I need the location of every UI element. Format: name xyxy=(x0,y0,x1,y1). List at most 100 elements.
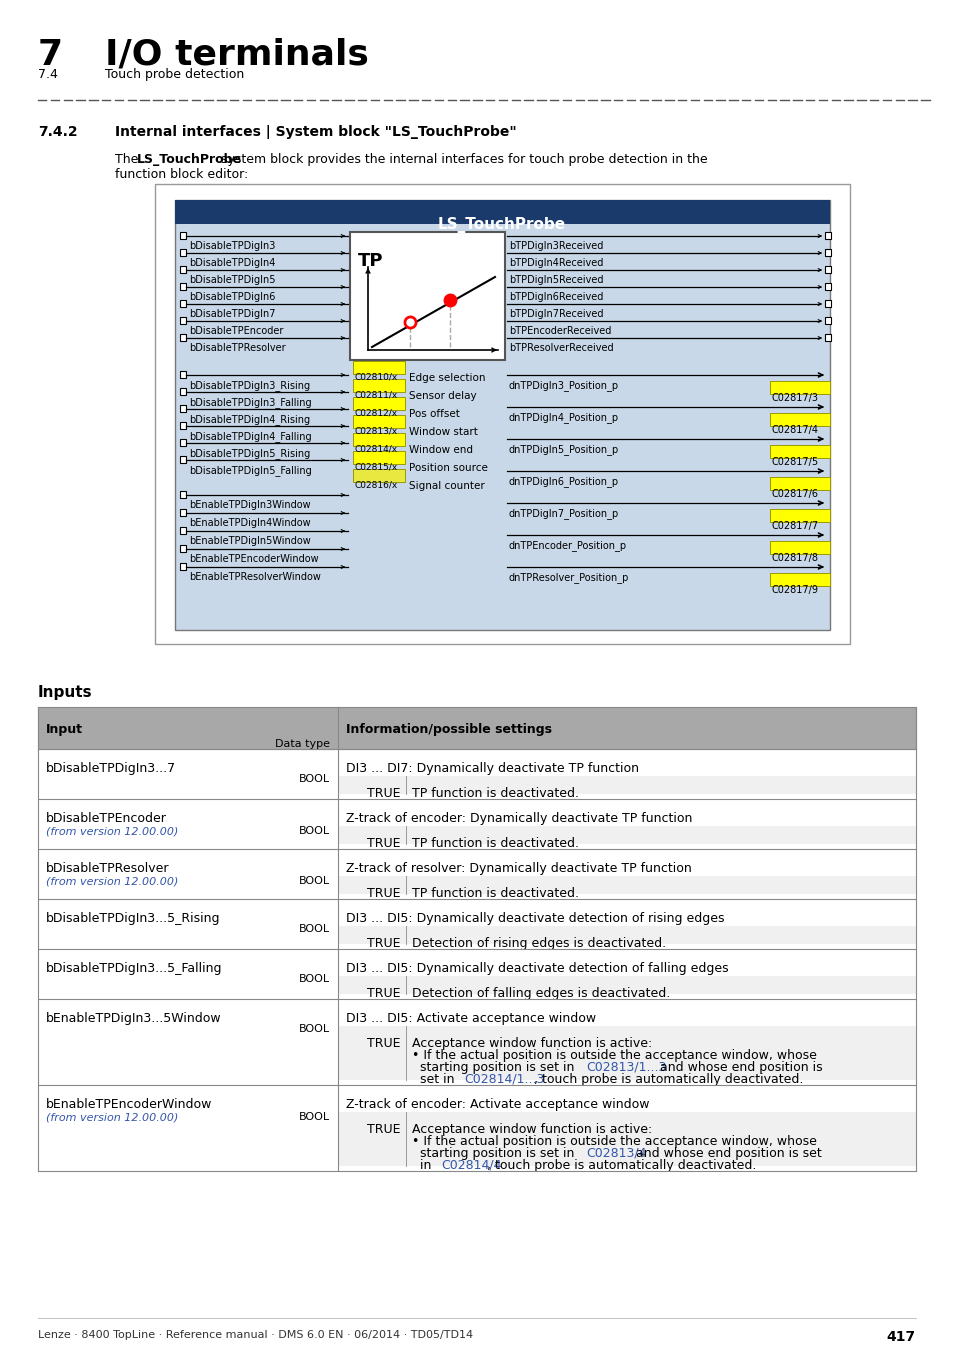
Text: bDisableTPDigIn5: bDisableTPDigIn5 xyxy=(189,275,275,285)
Text: , touch probe is automatically deactivated.: , touch probe is automatically deactivat… xyxy=(534,1073,802,1085)
Bar xyxy=(353,451,405,464)
Text: 417: 417 xyxy=(886,1330,915,1345)
Text: BOOL: BOOL xyxy=(298,876,330,886)
Bar xyxy=(824,284,830,290)
Text: bDisableTPDigIn4_Falling: bDisableTPDigIn4_Falling xyxy=(189,431,312,441)
Text: C02814/x: C02814/x xyxy=(355,446,397,454)
Bar xyxy=(180,333,186,342)
Bar xyxy=(180,423,186,429)
Text: C02816/x: C02816/x xyxy=(355,481,397,490)
Bar xyxy=(353,397,405,410)
Bar xyxy=(180,491,186,498)
Bar xyxy=(180,300,186,306)
Text: dnTPDigIn7_Position_p: dnTPDigIn7_Position_p xyxy=(509,508,618,518)
Text: dnTPDigIn5_Position_p: dnTPDigIn5_Position_p xyxy=(509,444,618,455)
Text: bEnableTPEncoderWindow: bEnableTPEncoderWindow xyxy=(189,554,318,564)
Text: Z-track of encoder: Dynamically deactivate TP function: Z-track of encoder: Dynamically deactiva… xyxy=(346,811,692,825)
Text: DI3 ... DI5: Dynamically deactivate detection of rising edges: DI3 ... DI5: Dynamically deactivate dete… xyxy=(346,913,723,925)
Bar xyxy=(824,300,830,306)
Text: C02817/9: C02817/9 xyxy=(771,585,818,595)
Bar xyxy=(353,468,405,482)
Text: bEnableTPDigIn5Window: bEnableTPDigIn5Window xyxy=(189,536,311,545)
Bar xyxy=(180,405,186,412)
Text: bDisableTPDigIn6: bDisableTPDigIn6 xyxy=(189,292,275,302)
Bar xyxy=(180,317,186,324)
Text: LS_TouchProbe: LS_TouchProbe xyxy=(437,217,565,234)
Text: • If the actual position is outside the acceptance window, whose: • If the actual position is outside the … xyxy=(412,1049,816,1062)
Text: Window start: Window start xyxy=(409,427,477,437)
Text: TRUE: TRUE xyxy=(367,1037,400,1050)
Text: Inputs: Inputs xyxy=(38,684,92,701)
Text: I/O terminals: I/O terminals xyxy=(105,38,369,72)
Text: C02813/4: C02813/4 xyxy=(585,1148,646,1160)
Bar xyxy=(174,200,829,630)
Text: function block editor:: function block editor: xyxy=(115,167,248,181)
Text: BOOL: BOOL xyxy=(298,923,330,934)
Text: TP function is deactivated.: TP function is deactivated. xyxy=(412,837,578,850)
Text: bDisableTPEncoder: bDisableTPEncoder xyxy=(46,811,167,825)
Text: bTPEncoderReceived: bTPEncoderReceived xyxy=(509,325,611,336)
Text: C02812/x: C02812/x xyxy=(355,409,397,418)
Text: TRUE: TRUE xyxy=(367,987,400,1000)
Text: Edge selection: Edge selection xyxy=(409,373,485,383)
Text: 7.4.2: 7.4.2 xyxy=(38,126,77,139)
Text: and whose end position is set: and whose end position is set xyxy=(632,1148,821,1160)
Bar xyxy=(337,976,915,994)
Bar xyxy=(180,284,186,290)
Bar xyxy=(180,232,186,239)
Text: bDisableTPDigIn4_Rising: bDisableTPDigIn4_Rising xyxy=(189,414,310,425)
Text: bTPDigIn3Received: bTPDigIn3Received xyxy=(509,242,602,251)
Bar xyxy=(769,413,829,427)
Bar xyxy=(769,541,829,554)
Text: (from version 12.00.00): (from version 12.00.00) xyxy=(46,826,178,836)
Text: dnTPEncoder_Position_p: dnTPEncoder_Position_p xyxy=(509,540,626,551)
Text: Sensor delay: Sensor delay xyxy=(409,392,476,401)
Text: (from version 12.00.00): (from version 12.00.00) xyxy=(46,1112,178,1122)
Text: C02814/4: C02814/4 xyxy=(440,1160,501,1172)
Text: dnTPResolver_Position_p: dnTPResolver_Position_p xyxy=(509,572,629,583)
Bar xyxy=(38,707,915,749)
Bar xyxy=(353,360,405,374)
Text: 7: 7 xyxy=(38,38,63,72)
Bar xyxy=(824,248,830,256)
Text: C02817/6: C02817/6 xyxy=(771,489,818,500)
Text: bTPDigIn6Received: bTPDigIn6Received xyxy=(509,292,602,302)
Text: bDisableTPDigIn3...7: bDisableTPDigIn3...7 xyxy=(46,761,176,775)
Text: C02815/x: C02815/x xyxy=(355,463,397,472)
Bar xyxy=(337,826,915,844)
Text: C02817/4: C02817/4 xyxy=(771,425,818,435)
Text: Window end: Window end xyxy=(409,446,473,455)
Bar xyxy=(350,232,504,360)
Bar xyxy=(824,266,830,273)
Text: C02814/1...3: C02814/1...3 xyxy=(464,1073,544,1085)
Text: bTPResolverReceived: bTPResolverReceived xyxy=(509,343,613,352)
Text: BOOL: BOOL xyxy=(298,826,330,836)
Text: bDisableTPDigIn3...5_Rising: bDisableTPDigIn3...5_Rising xyxy=(46,913,220,925)
Text: TP function is deactivated.: TP function is deactivated. xyxy=(412,787,578,801)
Text: C02817/3: C02817/3 xyxy=(771,393,818,404)
Text: DI3 ... DI5: Activate acceptance window: DI3 ... DI5: Activate acceptance window xyxy=(346,1012,596,1025)
Text: bEnableTPDigIn4Window: bEnableTPDigIn4Window xyxy=(189,518,311,528)
Text: BOOL: BOOL xyxy=(298,1025,330,1034)
Text: system block provides the internal interfaces for touch probe detection in the: system block provides the internal inter… xyxy=(216,153,707,166)
Text: Data type: Data type xyxy=(274,738,330,749)
Text: C02817/5: C02817/5 xyxy=(771,458,819,467)
Text: (from version 12.00.00): (from version 12.00.00) xyxy=(46,876,178,886)
Text: bDisableTPDigIn3: bDisableTPDigIn3 xyxy=(189,242,275,251)
Bar xyxy=(769,381,829,394)
Bar xyxy=(353,379,405,391)
Text: bDisableTPDigIn5_Rising: bDisableTPDigIn5_Rising xyxy=(189,448,310,459)
Text: BOOL: BOOL xyxy=(298,1112,330,1122)
Text: TRUE: TRUE xyxy=(367,1123,400,1135)
Text: bDisableTPDigIn3_Rising: bDisableTPDigIn3_Rising xyxy=(189,379,310,391)
Text: bTPDigIn7Received: bTPDigIn7Received xyxy=(509,309,603,319)
Text: Detection of falling edges is deactivated.: Detection of falling edges is deactivate… xyxy=(412,987,670,1000)
Text: dnTPDigIn3_Position_p: dnTPDigIn3_Position_p xyxy=(509,379,618,391)
Text: LS_TouchProbe: LS_TouchProbe xyxy=(137,153,242,166)
Bar xyxy=(769,446,829,458)
Bar xyxy=(337,776,915,794)
Text: , touch probe is automatically deactivated.: , touch probe is automatically deactivat… xyxy=(487,1160,756,1172)
Bar xyxy=(337,1026,915,1080)
Bar xyxy=(824,232,830,239)
Text: Acceptance window function is active:: Acceptance window function is active: xyxy=(412,1123,652,1135)
